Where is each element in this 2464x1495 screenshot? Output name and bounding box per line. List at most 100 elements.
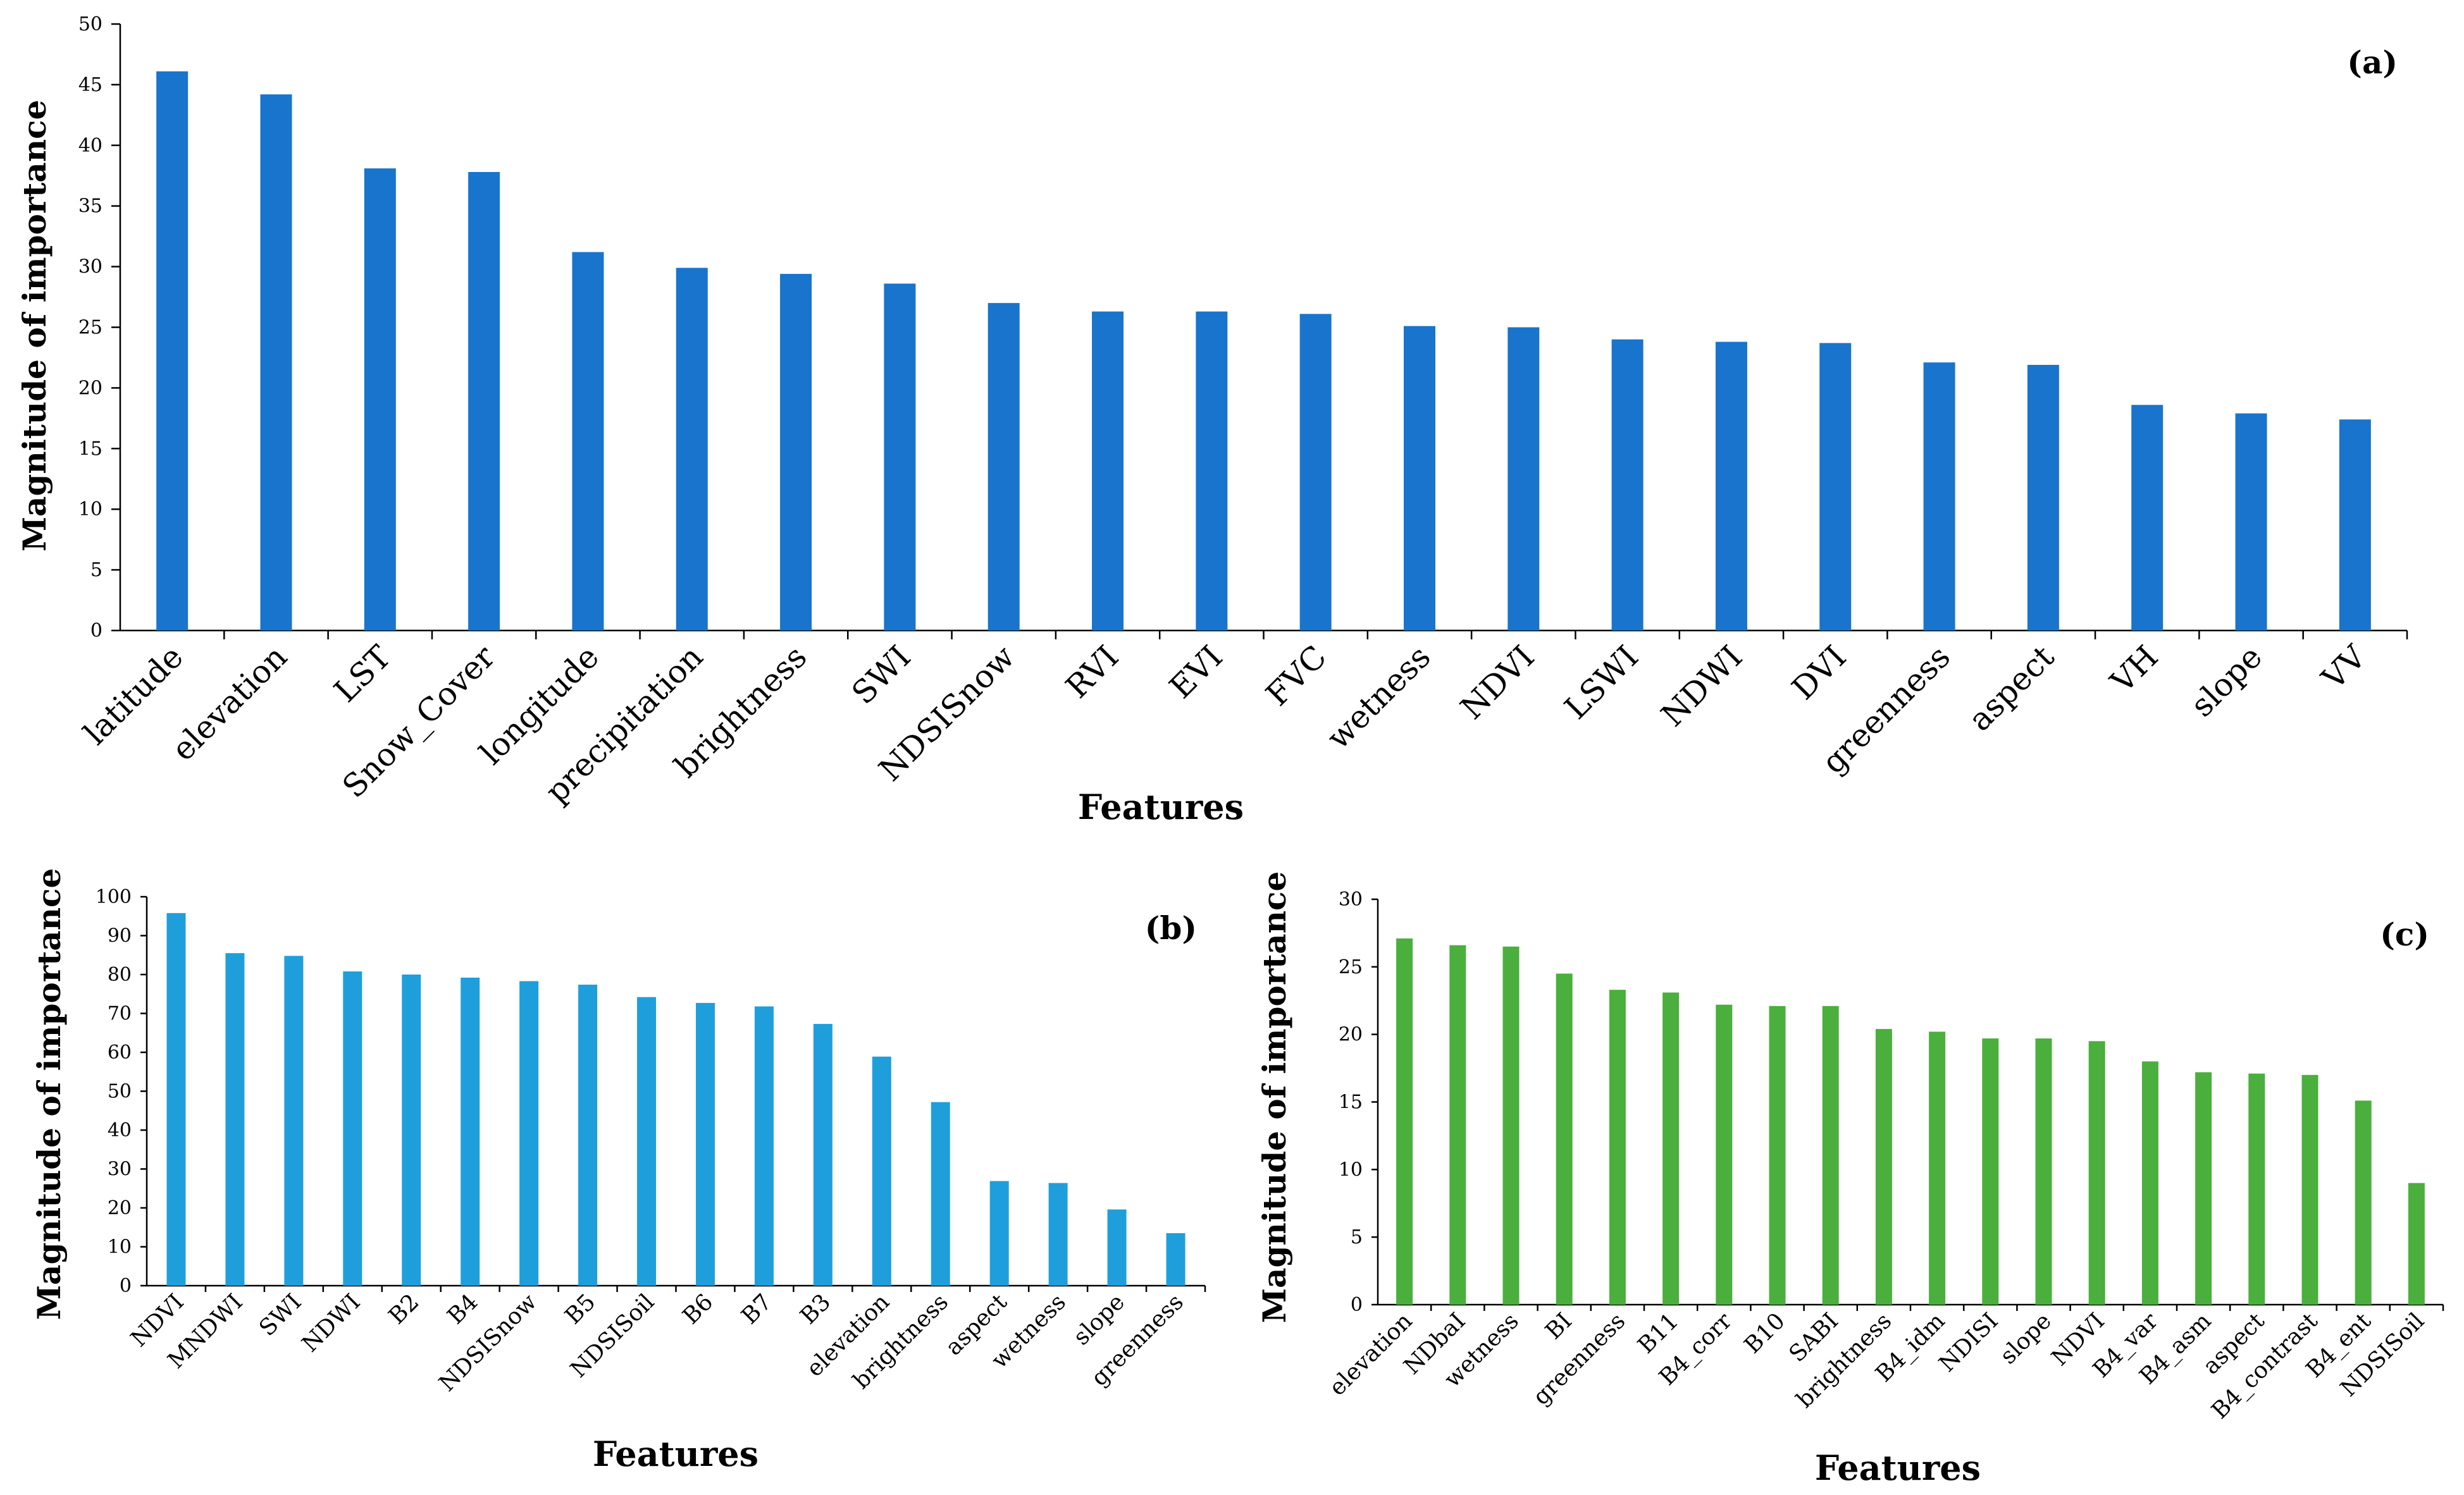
y-tick-label: 0 (120, 1275, 132, 1297)
bar (1107, 1209, 1127, 1286)
y-tick-label: 20 (108, 1197, 132, 1219)
x-tick-label: LSWI (1557, 638, 1645, 726)
bar (2408, 1183, 2425, 1305)
x-tick-label: EVI (1163, 638, 1230, 705)
x-tick-label: elevation (164, 638, 294, 768)
bar (637, 997, 657, 1286)
y-tick-label: 20 (78, 377, 102, 399)
bar (872, 1056, 891, 1286)
bar (1092, 311, 1124, 631)
bar (1611, 339, 1644, 631)
bar (1449, 945, 1466, 1305)
bar (225, 953, 245, 1286)
bar (468, 171, 500, 631)
x-tick-label: NDWI (297, 1289, 366, 1357)
chart-c: Magnitude of importance Features (c) 0 5 1… (1256, 871, 2444, 1488)
bar (343, 971, 362, 1286)
x-tick-label: B10 (1740, 1308, 1790, 1358)
y-tick-label: 0 (90, 620, 102, 642)
bar (1556, 973, 1573, 1305)
y-tick-label: 90 (108, 925, 132, 947)
bar (989, 1181, 1009, 1286)
x-tick-label: NDWI (1654, 638, 1750, 734)
y-tick-label: 30 (78, 256, 102, 278)
x-tick-label: VV (2315, 638, 2374, 697)
y-tick-label: 50 (78, 13, 102, 35)
bar (578, 984, 598, 1286)
bar (284, 956, 304, 1286)
y-tick-label: 30 (1339, 889, 1363, 911)
bar (461, 977, 480, 1286)
x-tick-label: slope (1995, 1308, 2057, 1369)
x-tick-label: B5 (560, 1289, 601, 1329)
bar (2141, 1061, 2158, 1305)
x-tick-label: B3 (795, 1289, 836, 1329)
x-tick-label: wetness (1320, 638, 1437, 756)
xlabel-c: Features (1815, 1448, 1981, 1488)
y-tick-label: 40 (108, 1119, 132, 1141)
y-tick-label: 0 (1351, 1294, 1363, 1316)
x-tick-label: RVI (1059, 638, 1126, 705)
x-tick-label: B4 (443, 1289, 483, 1329)
ylabel-c: Magnitude of importance (1256, 871, 1293, 1324)
x-tick-label: B2 (384, 1289, 424, 1329)
y-tick-label: 100 (96, 886, 132, 908)
bar (364, 168, 396, 631)
bar (1403, 326, 1435, 631)
y-tick-label: 15 (1339, 1092, 1363, 1114)
bar (884, 283, 916, 631)
bar (2339, 419, 2371, 631)
bar (572, 252, 604, 631)
bar (1716, 1004, 1733, 1305)
bar (166, 913, 186, 1286)
bar (987, 303, 1020, 631)
y-tick-label: 30 (108, 1159, 132, 1181)
bar (156, 71, 189, 631)
bar (1822, 1006, 1839, 1305)
xlabel-a: Features (1078, 787, 1244, 827)
bar (1662, 992, 1680, 1305)
y-tick-label: 25 (78, 317, 102, 339)
bar (1923, 362, 1955, 631)
x-tick-label: SWI (845, 638, 918, 711)
bar (813, 1024, 833, 1286)
bar (402, 975, 421, 1286)
x-tick-label: LST (327, 638, 398, 709)
bar (1609, 990, 1626, 1305)
y-tick-label: 40 (78, 135, 102, 157)
bar (1715, 341, 1747, 631)
bar (1299, 314, 1332, 631)
y-tick-label: 10 (1339, 1159, 1363, 1181)
bar (2355, 1100, 2372, 1305)
bar (2235, 413, 2267, 631)
x-tick-label: BI (1540, 1308, 1577, 1344)
y-tick-label: 20 (1339, 1024, 1363, 1046)
bar (1819, 343, 1852, 631)
ylabel-a: Magnitude of importance (16, 100, 53, 552)
bar (2248, 1073, 2265, 1305)
x-tick-label: NDVI (1454, 638, 1542, 726)
bar (2027, 364, 2059, 631)
bar (2195, 1072, 2212, 1305)
y-tick-label: 10 (108, 1236, 132, 1258)
y-tick-label: 5 (1351, 1226, 1363, 1248)
x-tick-label: NDISI (1934, 1308, 2003, 1377)
bar (1166, 1233, 1186, 1286)
bar (2035, 1038, 2052, 1305)
bar (519, 981, 539, 1286)
y-tick-label: 50 (108, 1081, 132, 1103)
x-tick-label: B7 (736, 1289, 777, 1329)
bar (260, 94, 292, 631)
y-tick-label: 45 (78, 74, 102, 96)
bar (1048, 1183, 1068, 1286)
bar (931, 1102, 950, 1286)
x-tick-label: FVC (1259, 638, 1334, 713)
y-tick-label: 60 (108, 1042, 132, 1064)
x-tick-label: SWI (254, 1289, 307, 1341)
chart-b: Magnitude of importance Features (b) 0 10… (30, 868, 1206, 1474)
x-tick-label: VH (2103, 638, 2165, 700)
ylabel-b: Magnitude of importance (30, 868, 68, 1320)
x-tick-label: slope (2184, 638, 2269, 723)
x-tick-label: elevation (1325, 1308, 1418, 1401)
